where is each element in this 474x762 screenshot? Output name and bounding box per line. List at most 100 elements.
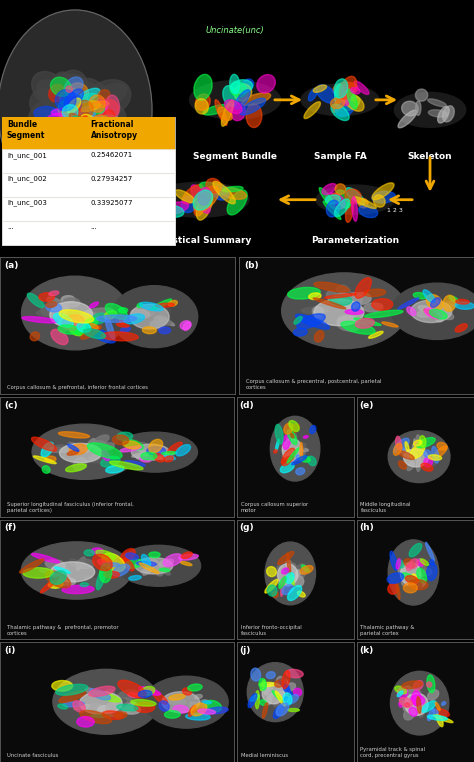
Ellipse shape — [423, 290, 435, 303]
Text: Medial leminiscus: Medial leminiscus — [240, 754, 288, 758]
Ellipse shape — [432, 447, 439, 463]
Ellipse shape — [372, 299, 393, 310]
Ellipse shape — [93, 440, 108, 448]
Ellipse shape — [155, 315, 171, 325]
Ellipse shape — [438, 107, 449, 123]
Ellipse shape — [87, 443, 122, 459]
Text: lh_unc_003: lh_unc_003 — [7, 200, 47, 207]
FancyBboxPatch shape — [2, 117, 175, 245]
Ellipse shape — [293, 688, 301, 696]
Ellipse shape — [427, 563, 437, 581]
Ellipse shape — [157, 319, 167, 325]
Text: ...: ... — [7, 224, 14, 229]
Ellipse shape — [288, 709, 300, 712]
Ellipse shape — [84, 576, 99, 586]
Ellipse shape — [149, 552, 160, 558]
Ellipse shape — [410, 300, 452, 322]
Ellipse shape — [58, 704, 68, 709]
Ellipse shape — [137, 303, 143, 307]
Ellipse shape — [261, 680, 265, 690]
Ellipse shape — [68, 109, 89, 128]
Ellipse shape — [131, 444, 170, 460]
Ellipse shape — [423, 456, 436, 466]
Ellipse shape — [284, 696, 287, 700]
Ellipse shape — [46, 302, 57, 307]
Ellipse shape — [109, 461, 143, 470]
Ellipse shape — [199, 700, 209, 707]
Ellipse shape — [421, 560, 426, 565]
Ellipse shape — [283, 443, 287, 450]
Text: (i): (i) — [5, 646, 16, 655]
Ellipse shape — [28, 98, 76, 133]
Ellipse shape — [58, 325, 80, 335]
Ellipse shape — [62, 315, 84, 330]
Ellipse shape — [227, 190, 247, 215]
Ellipse shape — [139, 562, 157, 567]
Ellipse shape — [347, 89, 357, 109]
Ellipse shape — [416, 437, 435, 448]
Ellipse shape — [58, 101, 67, 120]
Ellipse shape — [106, 703, 122, 718]
Ellipse shape — [301, 307, 328, 314]
Ellipse shape — [428, 710, 434, 721]
Ellipse shape — [67, 450, 79, 455]
Ellipse shape — [82, 133, 93, 143]
Ellipse shape — [137, 448, 147, 452]
Ellipse shape — [388, 540, 439, 605]
Ellipse shape — [286, 561, 292, 568]
Ellipse shape — [62, 104, 78, 120]
Ellipse shape — [434, 446, 447, 458]
Ellipse shape — [102, 562, 120, 567]
Ellipse shape — [293, 328, 307, 336]
Ellipse shape — [388, 584, 398, 594]
Ellipse shape — [421, 568, 432, 576]
Ellipse shape — [151, 299, 172, 310]
Ellipse shape — [353, 197, 376, 209]
Ellipse shape — [235, 90, 250, 109]
Ellipse shape — [429, 309, 447, 319]
Ellipse shape — [128, 693, 141, 698]
Ellipse shape — [159, 568, 170, 572]
Ellipse shape — [296, 570, 300, 578]
Ellipse shape — [341, 293, 362, 309]
Ellipse shape — [65, 464, 86, 472]
Ellipse shape — [397, 559, 404, 568]
Ellipse shape — [413, 440, 422, 446]
Ellipse shape — [141, 453, 157, 459]
Ellipse shape — [149, 440, 163, 453]
Ellipse shape — [260, 700, 267, 706]
Ellipse shape — [163, 569, 170, 575]
Ellipse shape — [180, 562, 192, 565]
Ellipse shape — [327, 200, 340, 217]
Ellipse shape — [283, 447, 294, 452]
Ellipse shape — [72, 81, 105, 108]
Ellipse shape — [53, 73, 82, 112]
Ellipse shape — [396, 559, 401, 569]
Ellipse shape — [342, 92, 354, 104]
Ellipse shape — [101, 450, 109, 460]
Ellipse shape — [90, 689, 110, 700]
Ellipse shape — [77, 101, 100, 111]
Ellipse shape — [392, 283, 474, 339]
Ellipse shape — [104, 572, 119, 578]
Ellipse shape — [63, 298, 80, 307]
Ellipse shape — [248, 693, 257, 708]
Ellipse shape — [428, 716, 447, 720]
Ellipse shape — [424, 309, 438, 319]
Ellipse shape — [339, 76, 356, 99]
Text: (j): (j) — [239, 646, 251, 655]
Ellipse shape — [418, 563, 426, 574]
Ellipse shape — [391, 671, 449, 735]
Ellipse shape — [198, 709, 216, 714]
Ellipse shape — [55, 567, 70, 573]
Ellipse shape — [191, 703, 207, 716]
Ellipse shape — [162, 205, 184, 217]
Ellipse shape — [59, 129, 80, 151]
Ellipse shape — [55, 573, 69, 581]
Ellipse shape — [54, 313, 73, 327]
Ellipse shape — [401, 573, 416, 581]
Ellipse shape — [84, 88, 107, 111]
Ellipse shape — [143, 568, 154, 575]
Ellipse shape — [273, 705, 283, 719]
Text: Parameterization: Parameterization — [311, 235, 399, 245]
